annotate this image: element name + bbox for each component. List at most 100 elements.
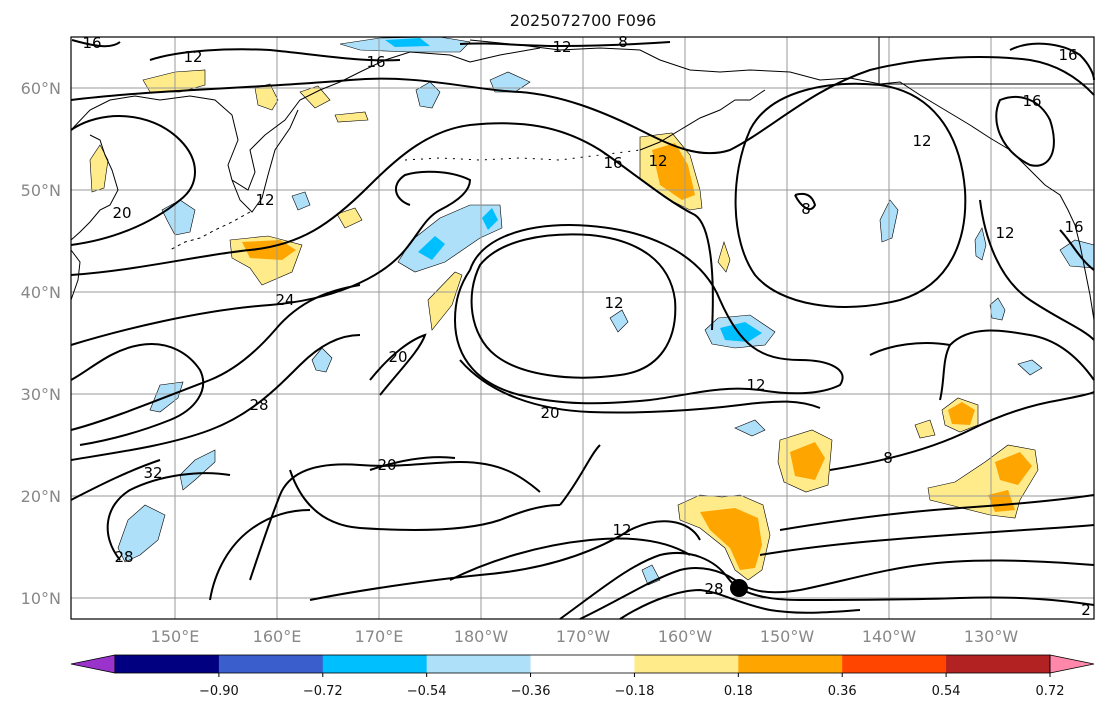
contour-line — [559, 444, 601, 506]
contour-line — [70, 343, 205, 446]
positive-anomaly-core — [995, 452, 1032, 485]
contour-line — [453, 223, 844, 405]
contour-label: 28 — [249, 396, 268, 414]
contour-label: 12 — [604, 294, 623, 312]
contour-line — [734, 82, 967, 308]
colorbar-frame — [114, 654, 1051, 674]
contour-label: 28 — [704, 580, 723, 598]
positive-anomaly-core — [652, 143, 695, 200]
contour-label: 20 — [388, 348, 407, 366]
positive-anomaly-region — [427, 271, 463, 331]
contour-line — [459, 41, 671, 48]
contour-line — [829, 391, 1095, 471]
positive-anomaly-core — [790, 442, 825, 480]
contour-label: 12 — [746, 376, 765, 394]
contour-label: 8 — [883, 449, 893, 467]
contour-line — [70, 115, 196, 246]
contour-line — [579, 559, 1095, 620]
colorbar-extend-low — [70, 654, 116, 674]
negative-anomaly-region — [989, 297, 1006, 321]
japan-honshu-coastline — [70, 249, 81, 301]
contour-line — [369, 333, 427, 396]
contour-label: 12 — [255, 191, 274, 209]
contour-label: 8 — [801, 200, 811, 218]
contour-label: 20 — [540, 404, 559, 422]
contour-line — [449, 537, 691, 581]
contour-label: 12 — [552, 38, 571, 56]
contour-line — [619, 588, 861, 620]
contour-line — [70, 284, 361, 431]
contour-label: 12 — [612, 521, 631, 539]
contour-line — [209, 509, 311, 601]
negative-anomaly-core — [720, 322, 762, 342]
lon-label: 170°W — [556, 627, 611, 646]
negative-anomaly-core — [482, 208, 498, 230]
colorbar-tick-label: 0.36 — [828, 684, 857, 699]
chukotka-coastline — [469, 47, 541, 63]
storm-center-marker — [730, 579, 748, 597]
colorbar-tick-label: −0.36 — [511, 684, 551, 699]
contour-label: 16 — [1022, 92, 1041, 110]
map-panel: 16 12 16 12 8 16 16 12 12 8 12 16 20 16 … — [70, 33, 1095, 620]
contour-label: 20 — [377, 456, 396, 474]
negative-anomaly-region — [117, 504, 166, 563]
contour-labels: 16 12 16 12 8 16 16 12 12 8 12 16 20 16 … — [82, 33, 1090, 619]
positive-anomaly-region — [336, 207, 363, 229]
negative-anomaly-region — [974, 227, 987, 261]
lat-label: 20°N — [21, 487, 61, 506]
positive-anomaly-region — [254, 83, 279, 111]
contour-line — [70, 170, 472, 346]
colorbar: −0.90 −0.72 −0.54 −0.36 −0.18 0.18 0.36 0.54 0.7… — [70, 654, 1095, 699]
map-frame — [70, 36, 1095, 620]
lon-label: 150°E — [151, 627, 200, 646]
negative-anomaly-region — [609, 309, 629, 333]
contour-label: 16 — [82, 34, 101, 52]
negative-anomaly-core — [418, 236, 445, 260]
lon-label: 160°E — [253, 627, 302, 646]
lat-label: 30°N — [21, 385, 61, 404]
positive-anomaly-region — [717, 241, 731, 273]
colorbar-segment — [634, 655, 739, 673]
lon-label: 160°W — [658, 627, 713, 646]
negative-anomaly-region — [311, 347, 333, 373]
positive-anomaly-region — [914, 419, 936, 439]
contour-line — [1059, 229, 1095, 271]
colorbar-segment — [946, 655, 1051, 673]
colorbar-segment — [115, 655, 220, 673]
contour-line — [979, 199, 1095, 341]
contour-line — [1009, 42, 1095, 81]
contour-label: 16 — [366, 53, 385, 71]
negative-anomaly-region — [1017, 359, 1043, 376]
contour-line — [559, 552, 1095, 620]
longitude-labels: 150°E 160°E 170°E 180°W 170°W 160°W 150°… — [151, 627, 1019, 646]
positive-anomaly-region — [89, 144, 109, 193]
colorbar-tick-label: −0.54 — [407, 684, 447, 699]
colorbar-segment — [426, 655, 532, 673]
negative-anomaly-region — [734, 419, 766, 437]
colorbar-tick-label: −0.72 — [303, 684, 343, 699]
contour-label: 8 — [618, 33, 628, 51]
colorbar-segment — [530, 655, 635, 673]
contour-lines — [70, 39, 1095, 620]
colorbar-segment — [322, 655, 428, 673]
colorbar-tick-label: −0.18 — [615, 684, 655, 699]
contour-line — [779, 494, 1095, 531]
latitude-labels: 60°N 50°N 40°N 30°N 20°N 10°N — [21, 79, 61, 608]
lat-label: 50°N — [21, 181, 61, 200]
colorbar-segment — [738, 655, 843, 673]
contour-label: 28 — [114, 548, 133, 566]
figure-title: 2025072700 F096 — [510, 11, 657, 30]
contour-label: 32 — [143, 464, 162, 482]
contour-line — [794, 192, 817, 211]
contour-label: 16 — [1058, 46, 1077, 64]
contour-line — [70, 56, 1095, 155]
lon-label: 150°W — [760, 627, 815, 646]
contour-label: 12 — [183, 48, 202, 66]
colorbar-tick-label: 0.72 — [1036, 684, 1065, 699]
colorbar-tick-label: 0.54 — [932, 684, 961, 699]
contour-label: 12 — [912, 132, 931, 150]
negative-anomaly-region — [179, 449, 216, 491]
contour-label: 16 — [603, 154, 622, 172]
lon-label: 140°W — [862, 627, 917, 646]
contour-line — [70, 122, 714, 331]
